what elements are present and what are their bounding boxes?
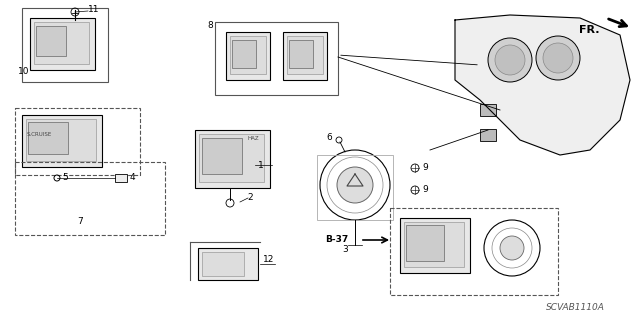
- Text: 1: 1: [258, 160, 264, 169]
- Bar: [15, 162, 165, 235]
- Circle shape: [500, 236, 524, 260]
- Text: 9: 9: [422, 164, 428, 173]
- Bar: [215, 22, 338, 95]
- Bar: [36, 26, 66, 56]
- Bar: [400, 218, 470, 273]
- Bar: [199, 134, 264, 182]
- Bar: [317, 155, 393, 220]
- Circle shape: [495, 45, 525, 75]
- Bar: [26, 119, 96, 161]
- Bar: [115, 174, 127, 182]
- Text: 8: 8: [207, 20, 213, 29]
- Text: S.CRUISE: S.CRUISE: [27, 132, 52, 137]
- Text: FR.: FR.: [579, 25, 600, 35]
- Bar: [195, 130, 270, 188]
- Text: 12: 12: [263, 256, 275, 264]
- Bar: [480, 104, 496, 116]
- Bar: [22, 115, 102, 167]
- Bar: [34, 22, 89, 64]
- Text: 6: 6: [326, 133, 332, 143]
- Bar: [226, 32, 270, 80]
- Bar: [30, 18, 95, 70]
- Text: 4: 4: [130, 174, 136, 182]
- Text: B-37: B-37: [324, 235, 348, 244]
- Polygon shape: [455, 15, 630, 155]
- Bar: [232, 40, 256, 68]
- Bar: [22, 8, 108, 82]
- Text: 5: 5: [62, 174, 68, 182]
- Bar: [406, 225, 444, 261]
- Text: 7: 7: [77, 218, 83, 226]
- Bar: [287, 36, 323, 74]
- Bar: [28, 122, 68, 154]
- Bar: [480, 129, 496, 141]
- Bar: [202, 252, 244, 276]
- Text: 10: 10: [18, 68, 29, 77]
- Bar: [198, 248, 258, 280]
- Bar: [15, 108, 140, 175]
- Bar: [230, 36, 266, 74]
- Text: 11: 11: [88, 5, 99, 14]
- Text: 2: 2: [247, 194, 253, 203]
- Circle shape: [536, 36, 580, 80]
- Circle shape: [337, 167, 373, 203]
- Circle shape: [488, 38, 532, 82]
- Bar: [390, 208, 558, 295]
- Text: SCVAB1110A: SCVAB1110A: [545, 303, 604, 313]
- Bar: [283, 32, 327, 80]
- Bar: [289, 40, 313, 68]
- Bar: [202, 138, 242, 174]
- Circle shape: [543, 43, 573, 73]
- Bar: [404, 222, 464, 267]
- Text: 3: 3: [342, 246, 348, 255]
- Text: 9: 9: [422, 186, 428, 195]
- Text: HAZ: HAZ: [248, 136, 260, 140]
